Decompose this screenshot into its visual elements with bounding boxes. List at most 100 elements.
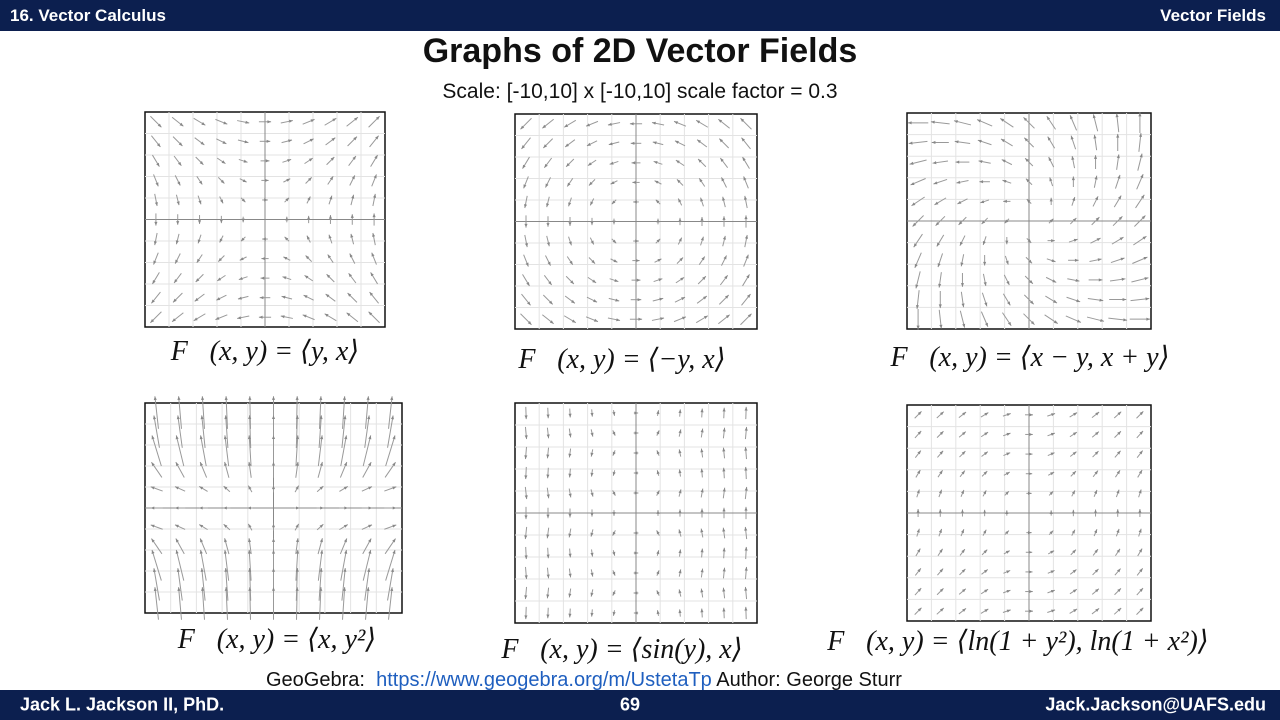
arrow-head	[568, 241, 572, 246]
arrow-head	[1138, 509, 1142, 513]
arrow-head	[546, 554, 550, 559]
field-arrow	[362, 435, 372, 467]
arrow-head	[154, 202, 158, 207]
arrow-head	[548, 281, 552, 286]
arrow-head	[271, 587, 276, 591]
arrow-head	[656, 238, 661, 243]
arrow-head	[631, 161, 636, 165]
arrow-head	[287, 159, 292, 163]
arrow-head	[546, 474, 550, 479]
arrow-head	[295, 587, 299, 591]
arrow-head	[176, 415, 180, 420]
arrow-head	[248, 568, 252, 572]
arrow-head	[678, 217, 682, 222]
arrow-head	[917, 607, 922, 612]
arrow-head	[568, 573, 572, 578]
field-arrow	[153, 415, 160, 448]
arrow-head	[722, 527, 726, 532]
arrow-head	[351, 194, 355, 199]
arrow-head	[372, 232, 376, 237]
arrow-head	[155, 182, 159, 187]
arrow-head	[390, 396, 394, 401]
arrow-head	[198, 200, 202, 205]
arrow-head	[223, 435, 227, 440]
arrow-head	[1122, 297, 1127, 302]
arrow-head	[1050, 452, 1055, 456]
arrow-head	[220, 179, 225, 184]
arrow-head	[652, 141, 657, 145]
credit-author: Author: George Sturr	[716, 669, 902, 691]
arrow-head	[344, 506, 349, 510]
arrow-head	[332, 118, 337, 122]
arrow-head	[224, 587, 228, 591]
arrow-head	[288, 119, 293, 123]
arrow-head	[1071, 529, 1075, 534]
arrow-head	[633, 591, 638, 595]
arrow-head	[936, 242, 941, 247]
arrow-head	[983, 282, 987, 286]
arrow-head	[1023, 117, 1028, 122]
arrow-head	[1140, 174, 1144, 179]
arrow-head	[392, 486, 397, 490]
arrow-head	[320, 506, 324, 510]
arrow-head	[567, 182, 571, 187]
arrow-head	[177, 161, 182, 166]
arrow-head	[548, 300, 553, 305]
arrow-head	[224, 396, 228, 400]
arrow-head	[609, 161, 614, 165]
arrow-head	[1072, 451, 1077, 456]
arrow-head	[258, 315, 263, 319]
arrow-head	[176, 221, 180, 225]
arrow-head	[916, 528, 920, 533]
arrow-head	[153, 415, 157, 420]
arrow-head	[614, 278, 619, 282]
arrow-head	[702, 296, 707, 300]
credit-link[interactable]: https://www.geogebra.org/m/UstetaTp	[376, 669, 712, 691]
arrow-head	[1143, 257, 1148, 260]
arrow-head	[175, 435, 179, 440]
arrow-head	[961, 470, 965, 475]
arrow-head	[570, 299, 575, 304]
arrow-head	[248, 538, 252, 543]
arrow-head	[218, 257, 223, 262]
arrow-head	[633, 611, 638, 615]
arrow-head	[156, 143, 161, 147]
arrow-head	[524, 615, 528, 620]
arrow-head	[935, 221, 940, 226]
arrow-head	[703, 315, 708, 319]
arrow-head	[1094, 451, 1099, 455]
arrow-head	[722, 547, 726, 552]
arrow-head	[724, 275, 728, 280]
arrow-head	[522, 164, 526, 169]
arrow-head	[1028, 550, 1033, 554]
arrow-head	[306, 235, 310, 240]
arrow-head	[295, 538, 299, 543]
arrow-head	[284, 236, 289, 241]
arrow-head	[744, 406, 748, 411]
arrow-head	[303, 295, 308, 299]
arrow-head	[245, 120, 250, 124]
arrow-head	[524, 515, 528, 520]
arrow-head	[978, 160, 983, 164]
arrow-head	[1095, 608, 1100, 612]
arrow-head	[523, 184, 527, 189]
arrow-head	[960, 283, 965, 287]
arrow-head	[1050, 432, 1055, 436]
arrow-head	[1072, 197, 1076, 201]
arrow-head	[152, 279, 156, 284]
arrow-head	[350, 214, 354, 218]
arrow-head	[366, 396, 370, 401]
arrow-head	[153, 260, 157, 265]
arrow-head	[676, 179, 681, 184]
arrow-head	[939, 470, 943, 475]
arrow-head	[656, 510, 660, 514]
arrow-head	[221, 160, 226, 164]
arrow-head	[296, 549, 300, 554]
arrow-head	[329, 176, 334, 181]
field-arrow	[295, 415, 298, 448]
arrow-head	[979, 180, 984, 184]
arrow-head	[524, 535, 528, 540]
arrow-head	[1005, 491, 1009, 495]
arrow-head	[248, 396, 252, 400]
arrow-head	[1070, 115, 1074, 120]
